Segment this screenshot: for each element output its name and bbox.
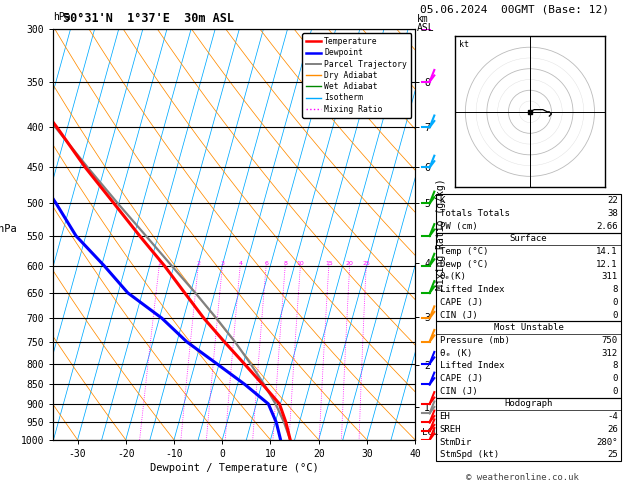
Text: 25: 25 bbox=[607, 451, 618, 459]
Text: 8: 8 bbox=[613, 362, 618, 370]
Text: 8: 8 bbox=[283, 260, 287, 265]
Text: 2: 2 bbox=[196, 260, 200, 265]
Text: 3: 3 bbox=[220, 260, 225, 265]
Legend: Temperature, Dewpoint, Parcel Trajectory, Dry Adiabat, Wet Adiabat, Isotherm, Mi: Temperature, Dewpoint, Parcel Trajectory… bbox=[303, 33, 411, 118]
Text: 0: 0 bbox=[613, 374, 618, 383]
Text: 22: 22 bbox=[607, 196, 618, 205]
Bar bbox=[436, 398, 621, 461]
Text: © weatheronline.co.uk: © weatheronline.co.uk bbox=[465, 473, 579, 482]
Text: 0: 0 bbox=[613, 387, 618, 396]
Text: CAPE (J): CAPE (J) bbox=[440, 298, 482, 307]
Text: 26: 26 bbox=[607, 425, 618, 434]
Text: PW (cm): PW (cm) bbox=[440, 222, 477, 231]
Text: hPa: hPa bbox=[53, 12, 71, 22]
Text: Most Unstable: Most Unstable bbox=[494, 323, 564, 332]
Text: K: K bbox=[440, 196, 445, 205]
Text: 25: 25 bbox=[362, 260, 370, 265]
Text: 1: 1 bbox=[157, 260, 161, 265]
Text: LCL: LCL bbox=[422, 429, 438, 437]
Text: EH: EH bbox=[440, 412, 450, 421]
Text: CIN (J): CIN (J) bbox=[440, 387, 477, 396]
Text: 50°31'N  1°37'E  30m ASL: 50°31'N 1°37'E 30m ASL bbox=[63, 12, 234, 25]
Text: CIN (J): CIN (J) bbox=[440, 311, 477, 320]
Text: Pressure (mb): Pressure (mb) bbox=[440, 336, 509, 345]
Text: 0: 0 bbox=[613, 298, 618, 307]
Text: θₑ (K): θₑ (K) bbox=[440, 348, 472, 358]
Text: 4: 4 bbox=[238, 260, 242, 265]
Bar bbox=[436, 194, 621, 232]
Text: Lifted Index: Lifted Index bbox=[440, 285, 504, 294]
Text: Lifted Index: Lifted Index bbox=[440, 362, 504, 370]
Text: -4: -4 bbox=[607, 412, 618, 421]
Text: ASL: ASL bbox=[417, 23, 435, 33]
Text: 0: 0 bbox=[613, 311, 618, 320]
Text: 10: 10 bbox=[296, 260, 304, 265]
Text: Dewp (°C): Dewp (°C) bbox=[440, 260, 488, 269]
Text: 15: 15 bbox=[325, 260, 333, 265]
Text: StmSpd (kt): StmSpd (kt) bbox=[440, 451, 499, 459]
Text: 05.06.2024  00GMT (Base: 12): 05.06.2024 00GMT (Base: 12) bbox=[420, 5, 609, 15]
Text: Temp (°C): Temp (°C) bbox=[440, 247, 488, 256]
Text: 2.66: 2.66 bbox=[596, 222, 618, 231]
Y-axis label: hPa: hPa bbox=[0, 225, 16, 235]
Text: 312: 312 bbox=[601, 348, 618, 358]
Y-axis label: Mixing Ratio (g/kg): Mixing Ratio (g/kg) bbox=[436, 179, 445, 290]
Text: km: km bbox=[417, 14, 429, 24]
Text: Surface: Surface bbox=[510, 234, 547, 243]
Text: θₑ(K): θₑ(K) bbox=[440, 273, 467, 281]
Text: SREH: SREH bbox=[440, 425, 461, 434]
Text: 280°: 280° bbox=[596, 437, 618, 447]
Text: 14.1: 14.1 bbox=[596, 247, 618, 256]
Bar bbox=[436, 232, 621, 321]
Text: 8: 8 bbox=[613, 285, 618, 294]
Text: Totals Totals: Totals Totals bbox=[440, 209, 509, 218]
Text: 38: 38 bbox=[607, 209, 618, 218]
Text: Hodograph: Hodograph bbox=[504, 399, 553, 409]
Text: StmDir: StmDir bbox=[440, 437, 472, 447]
Text: 750: 750 bbox=[601, 336, 618, 345]
Text: kt: kt bbox=[459, 40, 469, 49]
Text: CAPE (J): CAPE (J) bbox=[440, 374, 482, 383]
Bar bbox=[436, 321, 621, 398]
Text: 20: 20 bbox=[346, 260, 353, 265]
Text: 6: 6 bbox=[264, 260, 268, 265]
Text: 12.1: 12.1 bbox=[596, 260, 618, 269]
X-axis label: Dewpoint / Temperature (°C): Dewpoint / Temperature (°C) bbox=[150, 463, 319, 473]
Text: 311: 311 bbox=[601, 273, 618, 281]
